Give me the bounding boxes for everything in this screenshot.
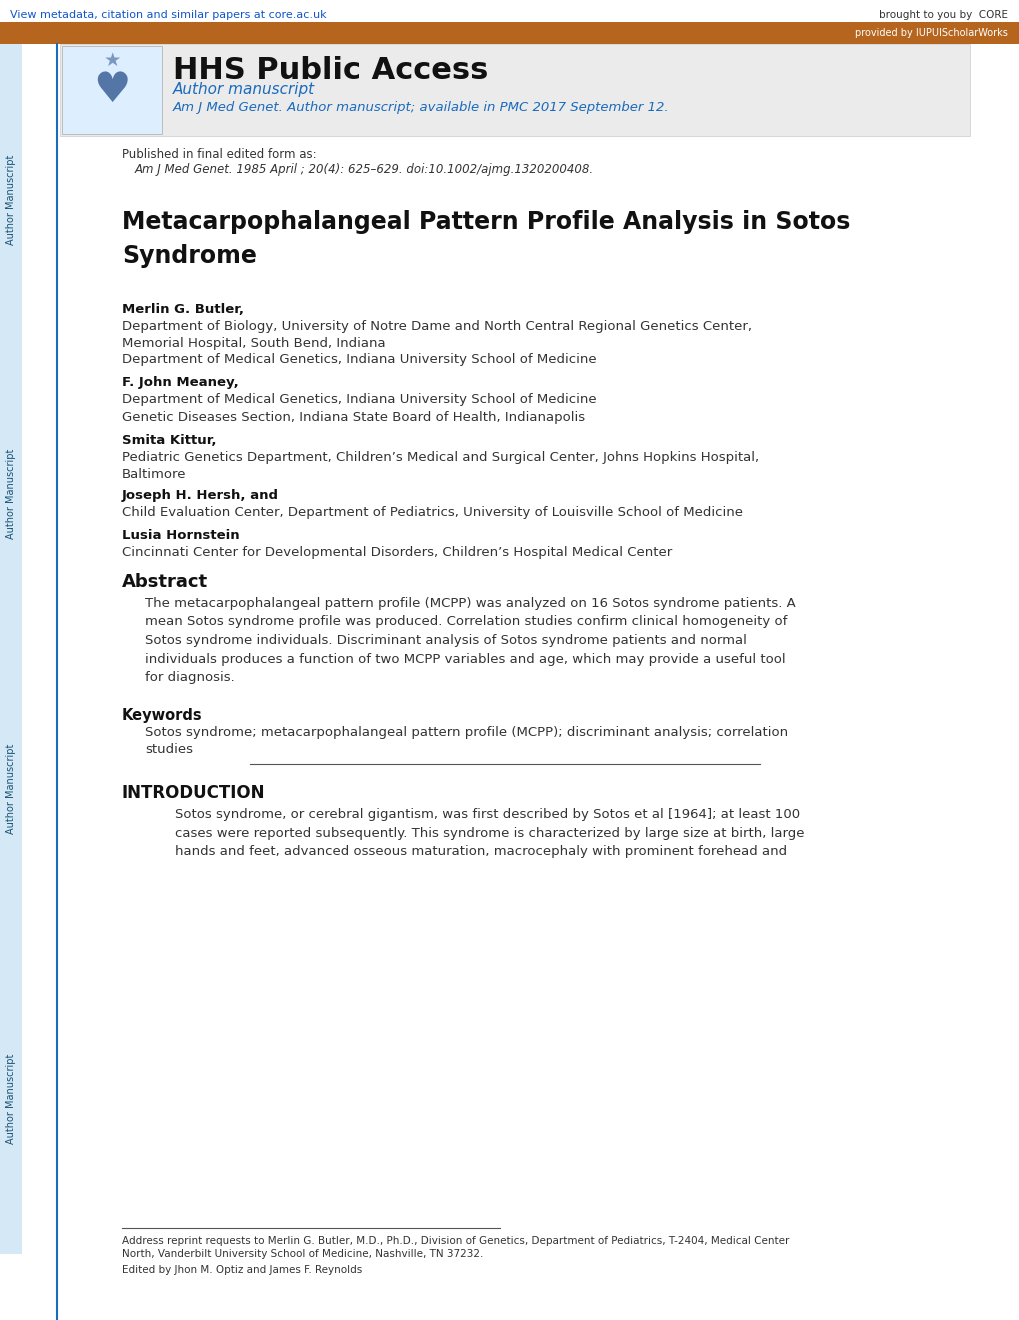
Text: The metacarpophalangeal pattern profile (MCPP) was analyzed on 16 Sotos syndrome: The metacarpophalangeal pattern profile …	[145, 597, 795, 684]
Text: Edited by Jhon M. Optiz and James F. Reynolds: Edited by Jhon M. Optiz and James F. Rey…	[122, 1265, 362, 1275]
Text: Author manuscript: Author manuscript	[173, 82, 315, 96]
Text: Smita Kittur,: Smita Kittur,	[122, 434, 216, 447]
Text: Department of Medical Genetics, Indiana University School of Medicine: Department of Medical Genetics, Indiana …	[122, 352, 596, 366]
Text: Department of Biology, University of Notre Dame and North Central Regional Genet: Department of Biology, University of Not…	[122, 319, 751, 350]
Text: Sotos syndrome; metacarpophalangeal pattern profile (MCPP); discriminant analysi: Sotos syndrome; metacarpophalangeal patt…	[145, 726, 788, 756]
Text: F. John Meaney,: F. John Meaney,	[122, 376, 238, 389]
Text: INTRODUCTION: INTRODUCTION	[122, 784, 265, 803]
Text: Pediatric Genetics Department, Children’s Medical and Surgical Center, Johns Hop: Pediatric Genetics Department, Children’…	[122, 451, 758, 480]
Text: Lusia Hornstein: Lusia Hornstein	[122, 529, 239, 543]
Text: Genetic Diseases Section, Indiana State Board of Health, Indianapolis: Genetic Diseases Section, Indiana State …	[122, 411, 585, 424]
Text: Author Manuscript: Author Manuscript	[6, 743, 16, 834]
Text: Sotos syndrome, or cerebral gigantism, was first described by Sotos et al [1964]: Sotos syndrome, or cerebral gigantism, w…	[175, 808, 804, 858]
Text: ★: ★	[103, 50, 120, 70]
Text: Am J Med Genet. Author manuscript; available in PMC 2017 September 12.: Am J Med Genet. Author manuscript; avail…	[173, 102, 668, 114]
Text: Child Evaluation Center, Department of Pediatrics, University of Louisville Scho: Child Evaluation Center, Department of P…	[122, 506, 742, 519]
Text: Author Manuscript: Author Manuscript	[6, 1053, 16, 1144]
Text: Author Manuscript: Author Manuscript	[6, 154, 16, 246]
Text: Published in final edited form as:: Published in final edited form as:	[122, 148, 316, 161]
Text: ♥: ♥	[93, 69, 130, 111]
Text: View metadata, citation and similar papers at core.ac.uk: View metadata, citation and similar pape…	[10, 11, 326, 20]
Text: Department of Medical Genetics, Indiana University School of Medicine: Department of Medical Genetics, Indiana …	[122, 393, 596, 407]
Text: Joseph H. Hersh, and: Joseph H. Hersh, and	[122, 488, 279, 502]
Text: Address reprint requests to Merlin G. Butler, M.D., Ph.D., Division of Genetics,: Address reprint requests to Merlin G. Bu…	[122, 1236, 789, 1259]
Bar	[62, 46, 162, 135]
Text: Keywords: Keywords	[122, 708, 203, 723]
Text: Merlin G. Butler,: Merlin G. Butler,	[122, 304, 244, 315]
Bar	[0, 22, 1019, 44]
Bar	[0, 44, 22, 354]
Text: Author Manuscript: Author Manuscript	[6, 449, 16, 539]
Bar	[0, 354, 22, 634]
Text: brought to you by  CORE: brought to you by CORE	[878, 11, 1007, 20]
Text: provided by IUPUIScholarWorks: provided by IUPUIScholarWorks	[854, 28, 1007, 38]
Text: Cincinnati Center for Developmental Disorders, Children’s Hospital Medical Cente: Cincinnati Center for Developmental Diso…	[122, 546, 672, 558]
Bar	[0, 944, 22, 1254]
Text: Metacarpophalangeal Pattern Profile Analysis in Sotos
Syndrome: Metacarpophalangeal Pattern Profile Anal…	[122, 210, 850, 268]
Text: Am J Med Genet. 1985 April ; 20(4): 625–629. doi:10.1002/ajmg.1320200408.: Am J Med Genet. 1985 April ; 20(4): 625–…	[135, 162, 593, 176]
Bar	[0, 634, 22, 944]
Text: Abstract: Abstract	[122, 573, 208, 591]
Bar	[60, 44, 969, 136]
Text: HHS Public Access: HHS Public Access	[173, 55, 488, 84]
